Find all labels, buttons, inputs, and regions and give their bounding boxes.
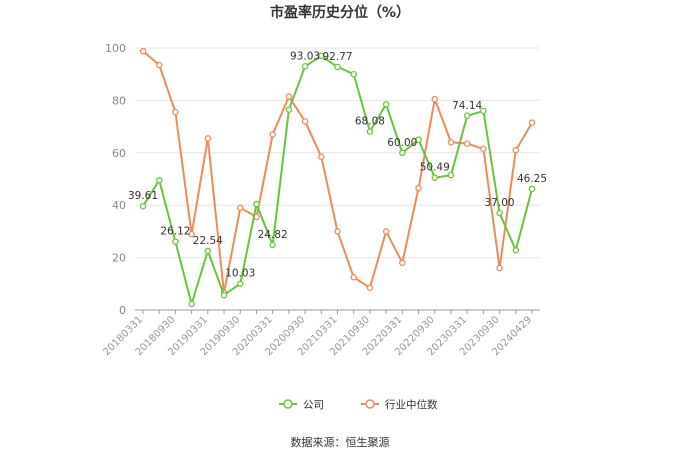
company-point <box>236 280 244 287</box>
industry-median-line <box>142 50 533 294</box>
data-label: 26.12 <box>160 226 190 238</box>
x-axis: 2018033120180930201903312019093020200331… <box>101 309 540 358</box>
series-lines <box>139 47 536 308</box>
industry-median-point <box>318 153 325 160</box>
industry-median-point <box>204 135 212 142</box>
y-tick-label: 80 <box>112 94 126 107</box>
company-point <box>155 177 163 184</box>
company-point <box>366 128 374 135</box>
company-point <box>399 149 406 157</box>
legend-label: 行业中位数 <box>385 398 438 411</box>
company-point <box>480 107 487 115</box>
industry-median-point <box>447 139 455 146</box>
industry-median-point <box>155 61 163 69</box>
y-tick-label: 20 <box>112 252 126 265</box>
company-point <box>334 63 341 71</box>
legend-swatch-marker <box>365 399 375 409</box>
company-point <box>188 300 195 308</box>
data-label: 22.54 <box>193 235 223 247</box>
source-note: 数据来源：恒生聚源 <box>291 435 390 449</box>
company-point <box>447 171 455 179</box>
company-point <box>253 200 260 208</box>
company-point <box>382 101 390 108</box>
industry-median-point <box>269 131 276 138</box>
data-label: 39.61 <box>128 190 158 202</box>
chart-title: 市盈率历史分位（%） <box>270 4 410 21</box>
grid-lines <box>135 47 540 259</box>
industry-median-point <box>528 119 536 126</box>
legend-label: 公司 <box>303 399 324 411</box>
company-point <box>528 185 536 193</box>
industry-median-point <box>139 47 147 55</box>
data-label: 74.14 <box>452 100 482 112</box>
company-point <box>350 70 357 78</box>
company-point <box>285 106 293 113</box>
industry-median-point <box>512 146 520 154</box>
data-label: 50.49 <box>420 162 450 174</box>
industry-median-point <box>188 230 195 238</box>
y-axis: 0 20 40 60 80 100 <box>105 42 126 317</box>
industry-median-point <box>236 204 244 212</box>
legend-swatch-marker <box>283 399 293 409</box>
industry-median-point <box>431 95 438 103</box>
data-label: 60.00 <box>387 137 417 149</box>
data-label: 68.08 <box>355 116 385 128</box>
industry-median-point <box>285 93 293 100</box>
company-point <box>463 112 471 120</box>
legend[interactable]: 公司 行业中位数 <box>279 398 438 411</box>
data-label: 46.25 <box>517 173 547 185</box>
y-tick-label: 0 <box>119 304 126 317</box>
y-tick-label: 60 <box>112 147 126 160</box>
data-label: 37.00 <box>485 197 515 209</box>
y-tick-label: 100 <box>105 42 126 55</box>
company-point <box>415 136 422 143</box>
industry-median-point <box>301 118 309 125</box>
y-tick-label: 40 <box>112 199 126 212</box>
company-point <box>512 247 520 254</box>
company-point <box>269 241 276 249</box>
data-label: 10.03 <box>225 268 255 280</box>
industry-median-point <box>415 184 422 192</box>
industry-median-point <box>480 145 487 153</box>
industry-median-point <box>382 228 390 235</box>
company-point <box>139 202 147 210</box>
industry-median-point <box>172 108 179 116</box>
industry-median-point <box>350 273 357 281</box>
company-point <box>318 52 325 60</box>
industry-median-point <box>334 228 341 235</box>
industry-median-point <box>399 259 406 267</box>
data-label: 92.77 <box>322 51 352 63</box>
data-label: 24.82 <box>258 229 288 241</box>
company-point <box>204 247 212 255</box>
company-point <box>172 238 179 245</box>
legend-item-company[interactable]: 公司 <box>279 399 324 411</box>
data-label: 93.03 <box>290 50 320 62</box>
industry-median-point <box>463 140 471 147</box>
legend-item-industry-median[interactable]: 行业中位数 <box>361 398 438 411</box>
company-point <box>220 291 228 299</box>
company-point <box>301 63 309 70</box>
company-point <box>496 209 503 217</box>
company-point <box>431 174 438 181</box>
industry-median-point <box>496 264 503 272</box>
industry-median-point <box>366 284 374 291</box>
